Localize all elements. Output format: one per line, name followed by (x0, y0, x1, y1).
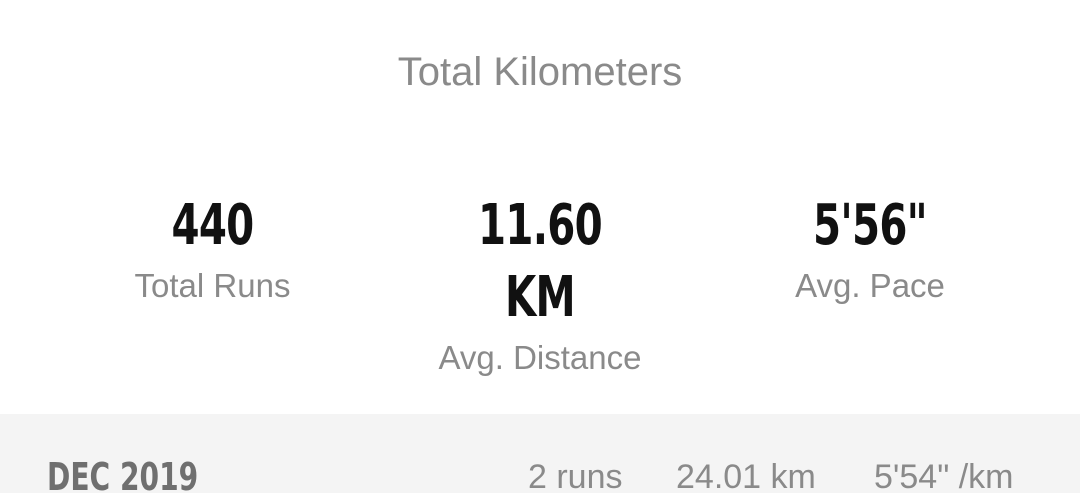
avg-pace-value: 5'56" (813, 193, 928, 258)
total-runs-value: 440 (171, 193, 254, 258)
avg-distance-value: 11.60 KM (478, 193, 603, 330)
total-kilometers-label: Total Kilometers (397, 50, 683, 94)
month-run-count: 2 runs (528, 458, 623, 493)
avg-pace-label: Avg. Pace (795, 267, 945, 304)
month-distance: 24.01 km (676, 458, 816, 493)
month-header-row[interactable]: DEC 2019 2 runs 24.01 km 5'54" /km (0, 414, 1080, 493)
month-pace: 5'54" /km (874, 458, 1014, 493)
month-name: DEC 2019 (47, 455, 199, 493)
avg-pace-stat: 5'56" Avg. Pace (745, 190, 995, 306)
total-runs-label: Total Runs (134, 267, 291, 304)
summary-section: Total Kilometers 440 Total Runs 11.60 KM… (90, 50, 995, 378)
avg-distance-label: Avg. Distance (438, 339, 642, 376)
total-runs-stat: 440 Total Runs (90, 190, 335, 306)
avg-distance-stat: 11.60 KM Avg. Distance (400, 190, 680, 378)
